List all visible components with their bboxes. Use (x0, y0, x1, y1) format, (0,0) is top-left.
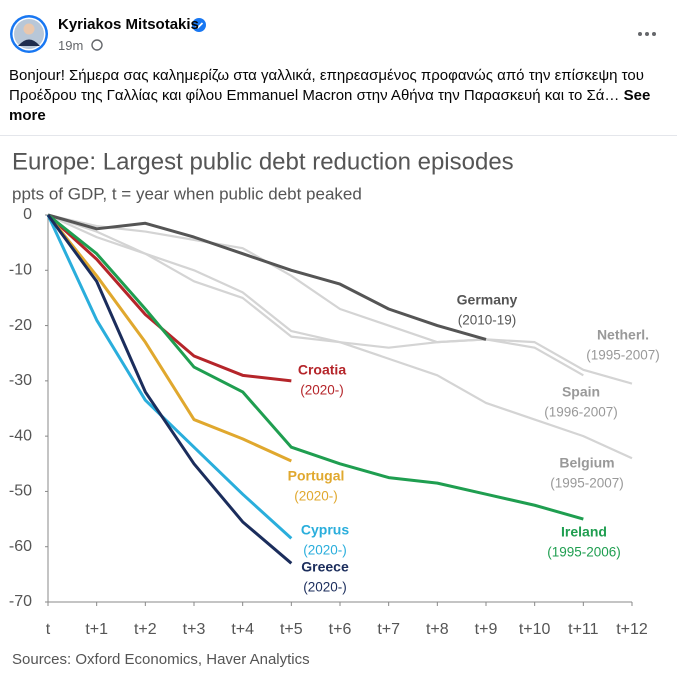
series-label: Portugal (288, 468, 345, 484)
chart-subtitle: ppts of GDP, t = year when public debt p… (12, 184, 362, 203)
post-body: Bonjour! Σήμερα σας καλημερίζω στα γαλλι… (9, 67, 644, 104)
series-line (47, 213, 633, 460)
divider (0, 135, 677, 136)
x-tick-label: t+9 (475, 621, 498, 638)
avatar-face (23, 23, 35, 35)
x-tick-label: t+10 (519, 621, 551, 638)
y-tick-label: -50 (9, 483, 32, 500)
series-line (47, 213, 633, 385)
x-tick-label: t+11 (568, 621, 599, 638)
globe-icon (91, 39, 103, 51)
x-tick-label: t+5 (280, 621, 303, 638)
verified-check (194, 22, 204, 29)
y-tick-label: 0 (23, 206, 32, 223)
x-tick-label: t+2 (134, 621, 157, 638)
series-label: Croatia (298, 362, 346, 378)
header-icons (10, 15, 656, 53)
series-label: Cyprus (301, 522, 349, 538)
y-tick-label: -60 (9, 538, 32, 555)
series-line (47, 213, 487, 341)
x-tick-label: t+1 (85, 621, 108, 638)
series-period: (2020-) (300, 383, 344, 398)
series-line (46, 214, 293, 565)
series-period: (1995-2006) (547, 545, 621, 560)
series-line (46, 213, 292, 383)
post-text: Bonjour! Σήμερα σας καλημερίζω στα γαλλι… (9, 66, 664, 126)
y-tick-label: -10 (9, 262, 32, 279)
series-line (47, 213, 584, 521)
x-tick-label: t+6 (329, 621, 352, 638)
x-tick-label: t+12 (616, 621, 648, 638)
post-header: Kyriakos Mitsotakis 19m (0, 0, 677, 60)
post-time[interactable]: 19m (58, 38, 84, 53)
chart-title: Europe: Largest public debt reduction ep… (12, 148, 514, 175)
menu-dot[interactable] (652, 32, 656, 36)
see-more[interactable]: See more (9, 87, 651, 124)
series-label: Ireland (561, 524, 607, 540)
series-period: (2010-19) (458, 313, 517, 328)
series-period: (2020-) (294, 489, 338, 504)
y-tick-label: -30 (9, 372, 32, 389)
series-label: Spain (562, 384, 600, 400)
menu-dot[interactable] (638, 32, 642, 36)
series-label: Germany (457, 292, 518, 308)
series-period: (1995-2007) (586, 348, 660, 363)
chart: Europe: Largest public debt reduction ep… (0, 136, 677, 675)
x-tick-label: t (46, 621, 51, 638)
avatar-body (18, 39, 40, 46)
x-tick-label: t+4 (231, 621, 254, 638)
x-tick-label: t+3 (183, 621, 206, 638)
series-label: Belgium (559, 455, 614, 471)
series-line (46, 214, 292, 463)
y-tick-label: -70 (9, 593, 32, 610)
series-label: Netherl. (597, 327, 649, 343)
author-name[interactable]: Kyriakos Mitsotakis (58, 16, 199, 33)
series-period: (1995-2007) (550, 476, 624, 491)
y-tick-label: -40 (9, 427, 32, 444)
series-period: (2020-) (303, 543, 347, 558)
x-tick-label: t+7 (377, 621, 400, 638)
verified-badge (192, 18, 206, 32)
y-tick-label: -20 (9, 317, 32, 334)
menu-dot[interactable] (645, 32, 649, 36)
series-period: (1996-2007) (544, 405, 618, 420)
series-label: Greece (301, 559, 349, 575)
series-period: (2020-) (303, 580, 347, 595)
x-tick-label: t+8 (426, 621, 449, 638)
chart-source: Sources: Oxford Economics, Haver Analyti… (12, 651, 310, 668)
series-line (46, 214, 293, 540)
